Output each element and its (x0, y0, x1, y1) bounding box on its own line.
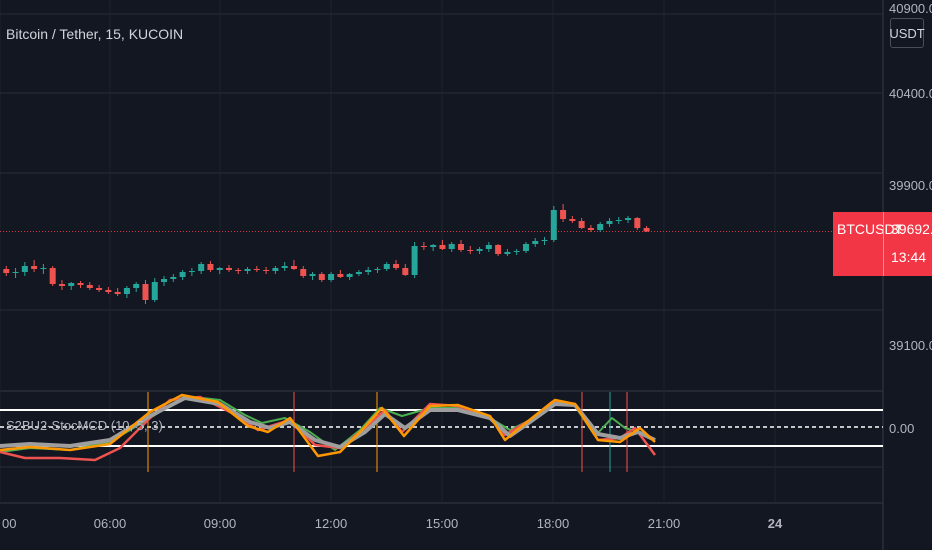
price-axis-label: 39100.0 (889, 338, 932, 353)
candle-body (96, 288, 103, 290)
indicator-d-line (0, 396, 656, 449)
time-axis-label: 18:00 (537, 516, 570, 531)
candle-body (532, 241, 539, 244)
candle-body (31, 266, 38, 269)
candle-body (439, 245, 446, 249)
time-axis-label: 06:00 (94, 516, 127, 531)
candle-body (290, 266, 297, 269)
candle-body (68, 283, 75, 286)
candle-body (188, 271, 195, 272)
candle-body (346, 274, 353, 277)
candle-body (133, 284, 140, 288)
candle-body (12, 272, 19, 273)
candle-body (77, 283, 84, 285)
last-price-label: BTCUSDT 39692.6 13:44 (833, 212, 932, 276)
candle-body (170, 277, 177, 279)
price-axis-label: 40900.0 (889, 1, 932, 16)
time-axis-label: 21:00 (648, 516, 681, 531)
candle-body (467, 250, 474, 251)
candle-body (569, 219, 576, 221)
candle-body (522, 244, 529, 251)
candle-body (226, 268, 232, 270)
candle-body (495, 245, 502, 254)
candle-body (179, 272, 186, 277)
candle-body (300, 269, 307, 276)
candle-body (216, 268, 223, 270)
candles (3, 204, 650, 304)
candle-body (625, 218, 632, 220)
last-price-divider (883, 212, 884, 276)
candle-body (355, 272, 362, 274)
candle-body (161, 279, 168, 282)
indicator-zero-label: 0.00 (889, 421, 914, 436)
candle-body (374, 269, 381, 270)
candle-body (272, 268, 279, 271)
candle-body (207, 264, 214, 270)
candle-body (615, 220, 622, 221)
candle-body (550, 210, 557, 240)
candle-body (263, 270, 270, 271)
price-axis-label: 40400.0 (889, 86, 932, 101)
candle-body (253, 269, 260, 270)
candle-body (3, 269, 10, 273)
candle-body (541, 240, 548, 241)
candle-body (485, 245, 492, 249)
candle-body (86, 285, 93, 288)
price-axis-label: 39900.0 (889, 178, 932, 193)
candle-body (235, 270, 242, 271)
time-axis-label: 12:00 (315, 516, 348, 531)
bar-countdown: 13:44 (891, 249, 927, 265)
last-price-symbol: BTCUSDT (837, 221, 904, 237)
candle-body (643, 228, 650, 232)
symbol-title: Bitcoin / Tether, 15, KUCOIN (6, 26, 184, 42)
candle-body (430, 245, 437, 247)
candle-body (198, 264, 205, 271)
candle-body (337, 274, 344, 277)
candle-body (49, 268, 56, 284)
candle-body (402, 268, 409, 275)
candle-body (578, 221, 585, 228)
candle-body (587, 228, 594, 230)
candle-body (105, 290, 112, 292)
candle-body (142, 284, 149, 300)
candle-body (244, 269, 251, 271)
candle-body (513, 251, 520, 252)
candle-body (383, 264, 390, 269)
candle-body (318, 274, 325, 280)
time-axis-label: 09:00 (204, 516, 237, 531)
time-axis-label: 00 (2, 516, 16, 531)
indicator-legend[interactable]: S2BU2-StocMCD (10, 5, 3) (6, 418, 163, 433)
time-axis-label: 15:00 (426, 516, 459, 531)
indicator-k-line (0, 393, 656, 458)
candle-body (634, 218, 641, 228)
candle-body (448, 244, 455, 249)
time-axis-label: 24 (768, 516, 783, 531)
currency-unit-button[interactable]: USDT (889, 18, 925, 48)
candle-body (309, 274, 316, 276)
candle-body (560, 210, 567, 219)
candle-body (393, 264, 400, 268)
candle-body (114, 292, 121, 294)
candle-body (597, 224, 604, 230)
candle-body (420, 246, 427, 247)
candle-body (606, 221, 613, 224)
candle-body (21, 266, 28, 272)
last-price-value: 39692.6 (891, 221, 932, 237)
candle-body (458, 244, 464, 250)
candle-body (151, 282, 158, 300)
candle-body (40, 268, 47, 269)
candle-body (365, 270, 372, 272)
candle-body (411, 246, 418, 275)
candle-body (328, 274, 335, 280)
candle-body (281, 266, 288, 268)
candle-body (123, 288, 130, 294)
candle-body (476, 249, 483, 251)
candle-body (58, 284, 65, 286)
candle-body (504, 252, 511, 254)
